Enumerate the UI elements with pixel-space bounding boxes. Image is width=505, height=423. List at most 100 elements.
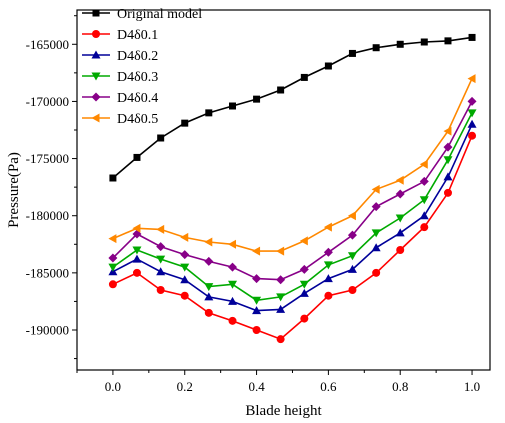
data-point (371, 202, 381, 212)
data-point (300, 73, 308, 81)
data-point (299, 264, 309, 274)
data-point (323, 274, 333, 283)
data-point (156, 267, 166, 276)
data-point (443, 142, 453, 152)
data-point (204, 308, 213, 317)
y-tick-label: -190000 (26, 323, 69, 338)
legend-label: D4δ0.5 (117, 112, 158, 127)
legend-label: Original model (117, 7, 202, 22)
axes: 0.0 0.2 0.4 0.6 0.8 1.0 -190000 -185000 -180000 -… (26, 9, 491, 394)
data-point (252, 296, 262, 305)
series-6 (108, 74, 476, 256)
data-point (108, 253, 118, 263)
data-point (348, 286, 357, 294)
data-point (419, 211, 429, 220)
legend-label: D4δ0.1 (117, 28, 158, 43)
data-point (180, 232, 189, 242)
data-point (420, 223, 429, 232)
data-point (419, 159, 428, 169)
series-line (112, 101, 473, 281)
data-point (348, 49, 356, 57)
data-point (323, 261, 333, 270)
legend-label: D4δ0.3 (117, 70, 158, 85)
data-point (132, 223, 141, 233)
data-point (371, 229, 381, 238)
legend-item: D4δ0.1 (82, 28, 158, 43)
x-tick-label: 1.0 (464, 379, 480, 394)
data-point (323, 247, 333, 257)
data-point (228, 296, 238, 305)
data-point (252, 246, 261, 256)
data-point (371, 243, 381, 252)
data-point (276, 246, 285, 256)
data-point (396, 40, 404, 48)
series-line (112, 135, 473, 341)
series-line (112, 123, 473, 312)
plot-frame (76, 9, 491, 371)
data-point (180, 250, 190, 260)
data-point (180, 275, 190, 284)
data-point (91, 92, 101, 102)
data-point (347, 211, 356, 221)
data-point (468, 131, 477, 140)
data-point (419, 196, 429, 205)
legend-item: D4δ0.3 (82, 70, 158, 85)
data-point (324, 291, 333, 300)
data-point (91, 113, 100, 123)
y-tick-label: -165000 (26, 37, 69, 52)
data-point (467, 74, 476, 84)
data-point (467, 96, 477, 106)
x-tick-label: 0.8 (392, 379, 408, 394)
data-point (109, 174, 117, 182)
data-point (395, 214, 405, 223)
data-point (467, 109, 477, 118)
data-point (467, 119, 477, 128)
series-1 (109, 33, 476, 182)
data-point (252, 326, 261, 334)
data-point (156, 286, 165, 294)
data-point (420, 38, 428, 46)
plot-marks (108, 33, 477, 344)
legend-item: Original model (82, 7, 202, 22)
data-point (299, 236, 308, 246)
x-tick-label: 0.6 (320, 379, 337, 394)
data-point (108, 280, 117, 289)
data-point (157, 134, 165, 142)
data-point (204, 237, 213, 247)
data-point (252, 306, 262, 315)
data-point (156, 255, 166, 264)
data-point (443, 126, 452, 136)
data-point (276, 335, 285, 344)
data-point (252, 274, 262, 284)
x-tick-label: 0.4 (248, 379, 265, 394)
y-tick-label: -175000 (26, 151, 69, 166)
data-point (132, 246, 142, 255)
data-point (371, 184, 380, 194)
data-point (300, 314, 309, 323)
data-point (299, 280, 309, 289)
data-point (156, 224, 165, 234)
legend-item: D4δ0.4 (82, 91, 158, 106)
data-point (205, 109, 213, 117)
legend-label: D4δ0.4 (117, 91, 158, 106)
data-point (347, 252, 357, 261)
x-tick-label: 0.0 (105, 379, 121, 394)
data-point (276, 304, 286, 313)
x-tick-label: 0.2 (177, 379, 193, 394)
data-point (180, 263, 190, 272)
data-point (228, 262, 238, 272)
y-axis-title: Pressure(Pa) (6, 152, 22, 228)
data-point (347, 230, 357, 240)
data-point (132, 268, 141, 277)
data-point (132, 254, 142, 263)
data-point (204, 283, 214, 292)
series-line (112, 78, 473, 252)
data-point (395, 189, 405, 199)
data-point (228, 239, 237, 249)
series-5 (108, 96, 477, 285)
data-point (276, 293, 286, 302)
data-point (443, 172, 453, 181)
data-point (92, 30, 100, 38)
data-point (395, 228, 405, 237)
